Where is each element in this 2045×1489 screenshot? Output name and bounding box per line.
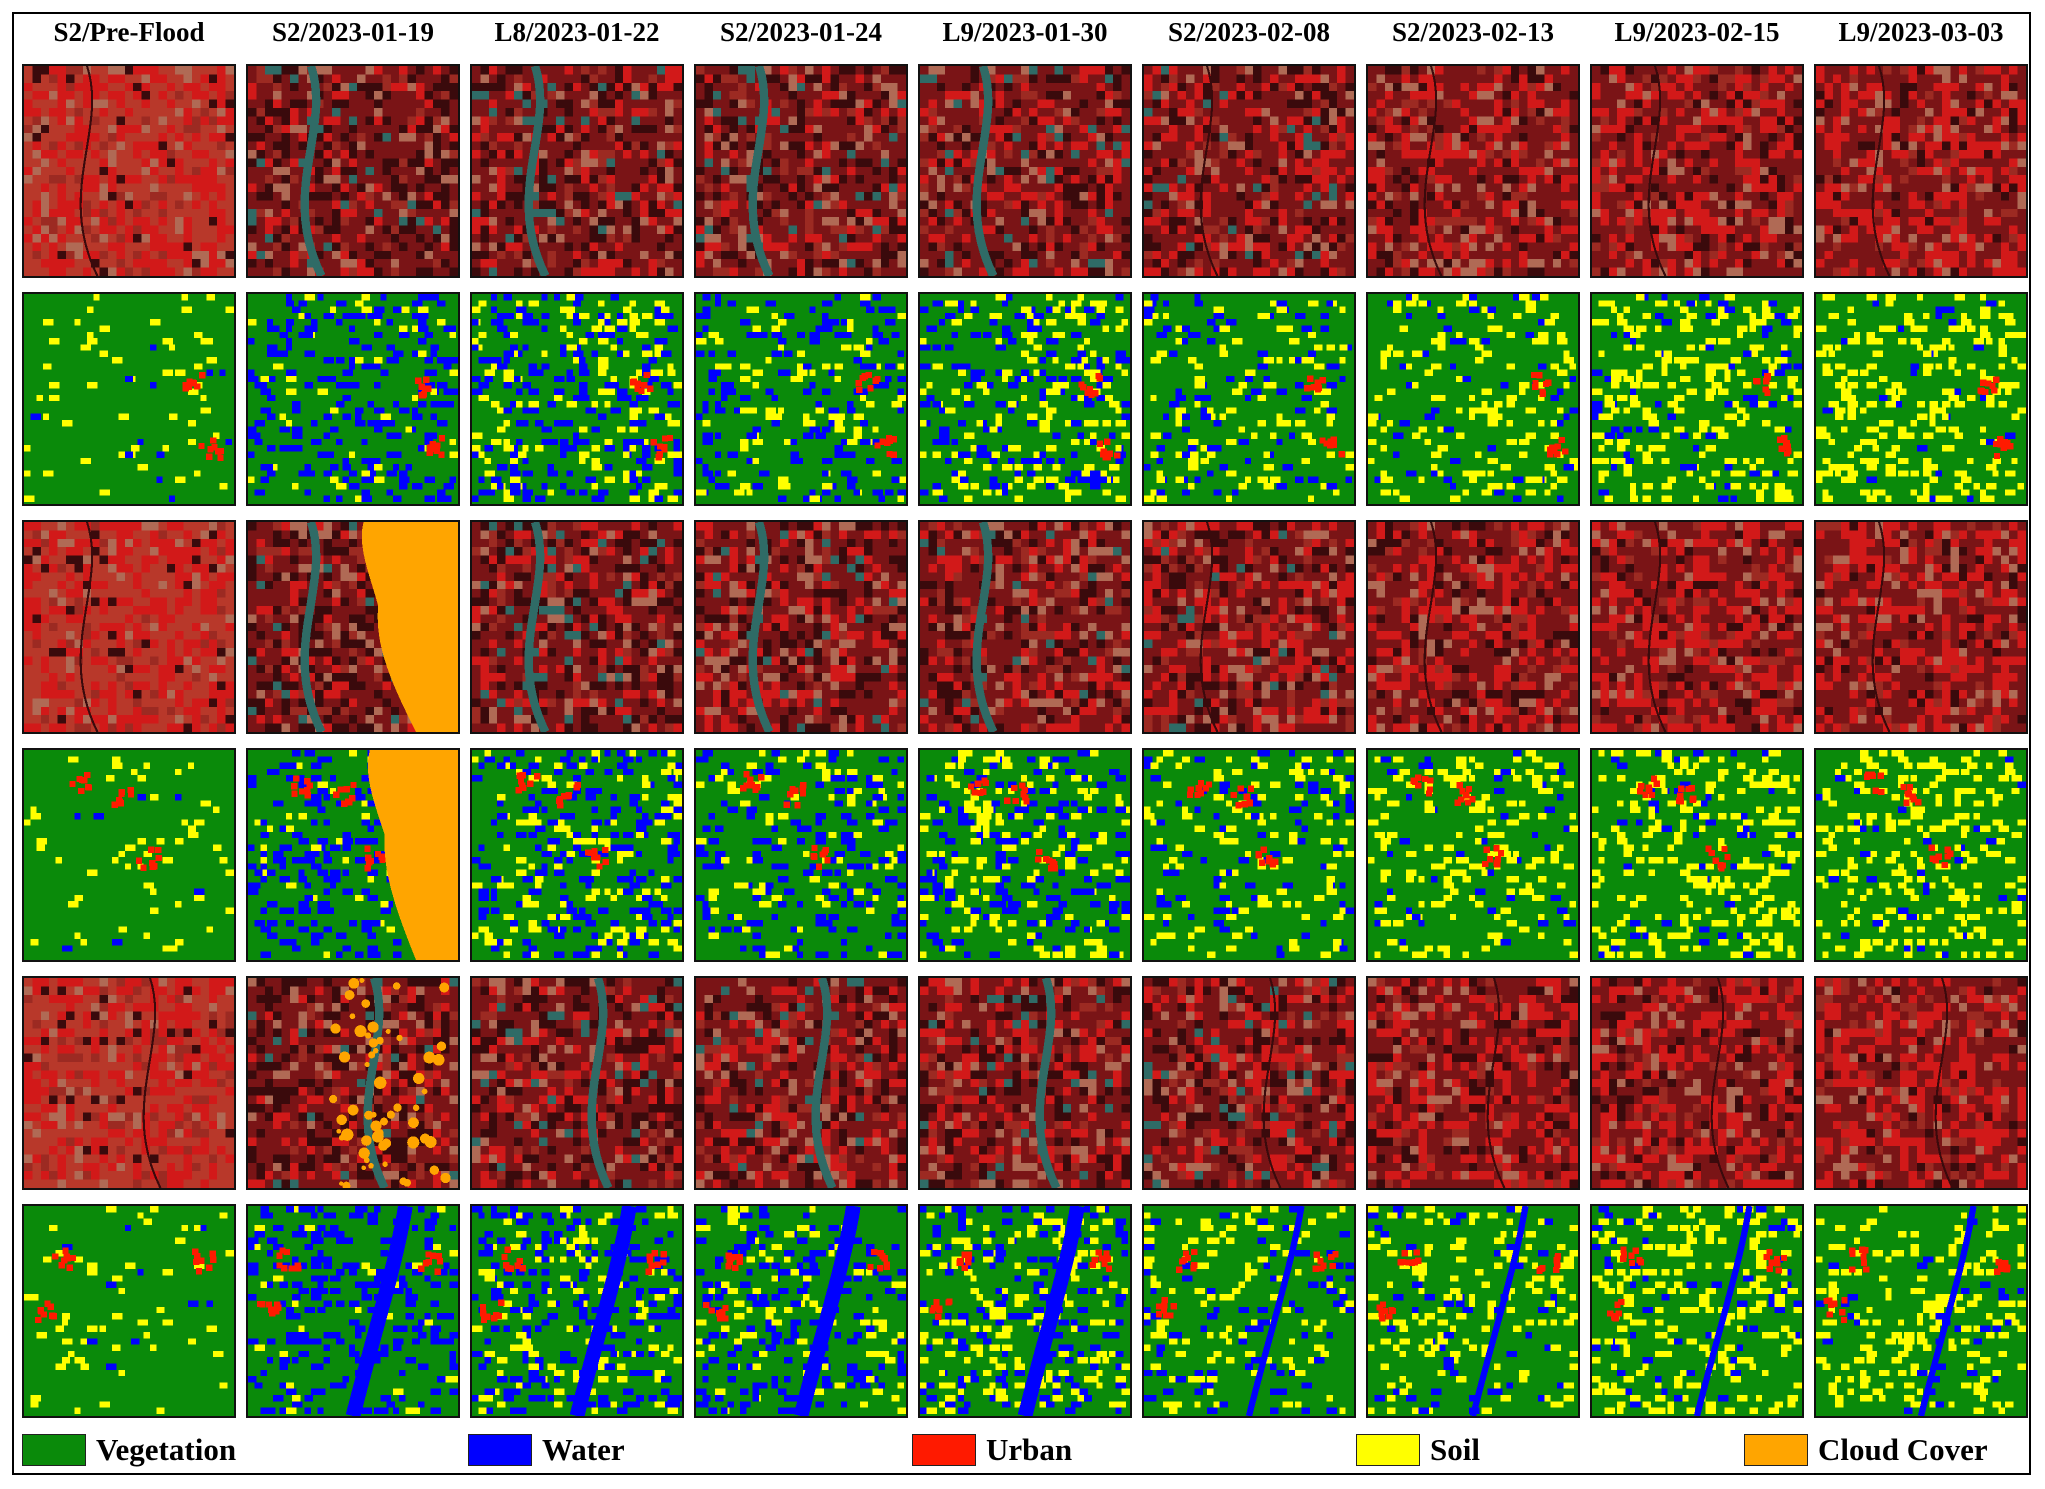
classification-tile-r6-c7	[1366, 1204, 1580, 1418]
classification-tile-r4-c9	[1814, 748, 2028, 962]
legend-swatch	[22, 1434, 86, 1466]
imagery-tile-r3-c1	[22, 520, 236, 734]
imagery-tile-r3-c9	[1814, 520, 2028, 734]
imagery-tile-r3-c3	[470, 520, 684, 734]
legend-label: Water	[542, 1430, 625, 1470]
classification-tile-r6-c1	[22, 1204, 236, 1418]
classification-tile-r4-c8	[1590, 748, 1804, 962]
imagery-tile-r1-c5	[918, 64, 1132, 278]
legend-swatch	[912, 1434, 976, 1466]
imagery-tile-r5-c1	[22, 976, 236, 1190]
legend-label: Cloud Cover	[1818, 1430, 1988, 1470]
column-title-7: S2/2023-02-13	[1362, 10, 1584, 54]
imagery-tile-r5-c9	[1814, 976, 2028, 1190]
classification-tile-r4-c2	[246, 748, 460, 962]
column-header-row: S2/Pre-Flood S2/2023-01-19 L8/2023-01-22 S2…	[12, 10, 2012, 54]
classification-tile-r2-c4	[694, 292, 908, 506]
column-title-8: L9/2023-02-15	[1586, 10, 1808, 54]
column-title-5: L9/2023-01-30	[914, 10, 1136, 54]
classification-tile-r4-c5	[918, 748, 1132, 962]
classification-tile-r2-c1	[22, 292, 236, 506]
column-title-3: L8/2023-01-22	[466, 10, 688, 54]
classification-tile-r2-c8	[1590, 292, 1804, 506]
imagery-tile-r5-c5	[918, 976, 1132, 1190]
imagery-tile-r1-c9	[1814, 64, 2028, 278]
imagery-tile-r5-c6	[1142, 976, 1356, 1190]
column-title-4: S2/2023-01-24	[690, 10, 912, 54]
imagery-tile-r3-c6	[1142, 520, 1356, 734]
imagery-tile-r1-c4	[694, 64, 908, 278]
classification-tile-r2-c9	[1814, 292, 2028, 506]
legend: Vegetation Water Urban Soil Cloud Cover	[22, 1430, 2012, 1470]
imagery-tile-r3-c2	[246, 520, 460, 734]
imagery-tile-r1-c3	[470, 64, 684, 278]
classification-tile-r4-c6	[1142, 748, 1356, 962]
legend-label: Soil	[1430, 1430, 1480, 1470]
classification-tile-r4-c4	[694, 748, 908, 962]
imagery-tile-r3-c5	[918, 520, 1132, 734]
classification-tile-r6-c9	[1814, 1204, 2028, 1418]
classification-tile-r4-c1	[22, 748, 236, 962]
imagery-tile-r3-c8	[1590, 520, 1804, 734]
imagery-tile-r1-c8	[1590, 64, 1804, 278]
classification-tile-r2-c3	[470, 292, 684, 506]
column-title-2: S2/2023-01-19	[242, 10, 464, 54]
imagery-tile-r5-c8	[1590, 976, 1804, 1190]
legend-swatch	[1356, 1434, 1420, 1466]
imagery-tile-r1-c7	[1366, 64, 1580, 278]
legend-swatch	[1744, 1434, 1808, 1466]
classification-tile-r6-c2	[246, 1204, 460, 1418]
imagery-tile-r5-c3	[470, 976, 684, 1190]
imagery-tile-r5-c4	[694, 976, 908, 1190]
classification-tile-r6-c5	[918, 1204, 1132, 1418]
column-title-6: S2/2023-02-08	[1138, 10, 1360, 54]
imagery-tile-r3-c7	[1366, 520, 1580, 734]
classification-tile-r2-c5	[918, 292, 1132, 506]
classification-tile-r6-c6	[1142, 1204, 1356, 1418]
imagery-tile-r3-c4	[694, 520, 908, 734]
column-title-9: L9/2023-03-03	[1810, 10, 2032, 54]
classification-tile-r4-c7	[1366, 748, 1580, 962]
column-title-1: S2/Pre-Flood	[18, 10, 240, 54]
classification-tile-r2-c7	[1366, 292, 1580, 506]
classification-tile-r4-c3	[470, 748, 684, 962]
imagery-tile-r1-c6	[1142, 64, 1356, 278]
legend-label: Urban	[986, 1430, 1072, 1470]
imagery-tile-r5-c7	[1366, 976, 1580, 1190]
imagery-tile-r1-c1	[22, 64, 236, 278]
classification-tile-r6-c4	[694, 1204, 908, 1418]
imagery-tile-r5-c2	[246, 976, 460, 1190]
classification-tile-r2-c2	[246, 292, 460, 506]
classification-tile-r2-c6	[1142, 292, 1356, 506]
legend-swatch	[468, 1434, 532, 1466]
imagery-tile-r1-c2	[246, 64, 460, 278]
classification-tile-r6-c8	[1590, 1204, 1804, 1418]
legend-label: Vegetation	[96, 1430, 236, 1470]
classification-tile-r6-c3	[470, 1204, 684, 1418]
